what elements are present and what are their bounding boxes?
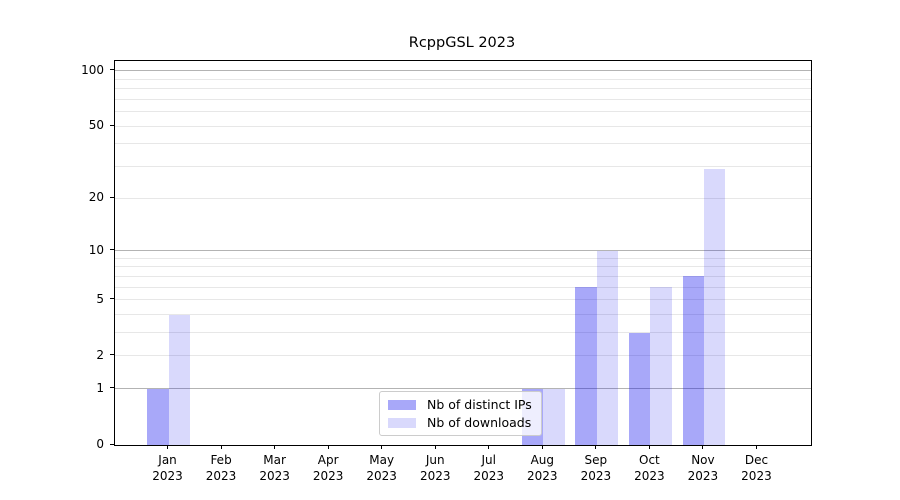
- y-tick-label: 20: [88, 190, 104, 205]
- y-tick-mark: [110, 354, 114, 356]
- y-tick-mark: [110, 249, 114, 251]
- minor-gridline: [115, 166, 811, 168]
- major-gridline: [115, 70, 811, 72]
- y-tick-label: 50: [88, 118, 104, 133]
- x-tick-mark: [274, 445, 276, 449]
- bar-downloads: [168, 314, 190, 445]
- x-tick-label: Nov 2023: [687, 453, 719, 483]
- x-tick-label: Dec 2023: [741, 453, 772, 483]
- bar-distinct-ips: [147, 388, 169, 445]
- bar-downloads: [543, 388, 565, 445]
- legend-swatch-downloads: [388, 417, 416, 428]
- y-tick-mark: [110, 443, 114, 445]
- minor-gridline: [115, 143, 811, 145]
- major-gridline: [115, 388, 811, 390]
- x-tick-mark: [434, 445, 436, 449]
- minor-gridline: [115, 355, 811, 357]
- x-tick-mark: [702, 445, 704, 449]
- bar-distinct-ips: [628, 332, 651, 445]
- minor-gridline: [115, 299, 811, 301]
- x-tick-mark: [595, 445, 597, 449]
- x-tick-label: Aug 2023: [527, 453, 558, 483]
- bar-downloads: [703, 169, 726, 445]
- legend-label-downloads: Nb of downloads: [427, 415, 532, 430]
- major-gridline: [115, 250, 811, 252]
- chart-title: RcppGSL 2023: [408, 35, 516, 51]
- legend-item-downloads: Nb of downloads: [388, 415, 532, 430]
- x-tick-label: Jan 2023: [152, 453, 183, 483]
- bar-distinct-ips: [682, 276, 704, 445]
- bar-downloads: [596, 250, 619, 445]
- bar-downloads: [650, 287, 672, 445]
- y-tick-label: 2: [96, 347, 104, 362]
- x-tick-mark: [381, 445, 383, 449]
- x-tick-mark: [541, 445, 543, 449]
- y-tick-mark: [110, 298, 114, 300]
- minor-gridline: [115, 98, 811, 100]
- legend: Nb of distinct IPs Nb of downloads: [379, 391, 542, 436]
- y-tick-label: 1: [96, 380, 104, 395]
- x-tick-label: May 2023: [366, 453, 397, 483]
- y-tick-mark: [110, 124, 114, 126]
- minor-gridline: [115, 78, 811, 80]
- y-tick-label: 10: [88, 242, 104, 257]
- x-tick-label: Sep 2023: [580, 453, 612, 483]
- minor-gridline: [115, 125, 811, 127]
- x-tick-label: Oct 2023: [634, 453, 665, 483]
- x-tick-mark: [755, 445, 757, 449]
- x-tick-label: Mar 2023: [259, 453, 290, 483]
- minor-gridline: [115, 266, 811, 268]
- legend-swatch-distinct-ips: [388, 399, 416, 410]
- y-tick-label: 100: [81, 62, 104, 77]
- y-tick-label: 5: [96, 291, 104, 306]
- x-tick-mark: [488, 445, 490, 449]
- minor-gridline: [115, 332, 811, 334]
- y-tick-mark: [110, 69, 114, 71]
- y-tick-mark: [110, 196, 114, 198]
- minor-gridline: [115, 286, 811, 288]
- plot-area: Nb of distinct IPs Nb of downloads: [114, 60, 812, 446]
- x-tick-mark: [648, 445, 650, 449]
- minor-gridline: [115, 314, 811, 315]
- minor-gridline: [115, 257, 811, 259]
- y-tick-label: 0: [96, 437, 104, 451]
- minor-gridline: [115, 275, 811, 277]
- legend-item-distinct-ips: Nb of distinct IPs: [388, 397, 532, 412]
- x-tick-mark: [220, 445, 222, 449]
- x-tick-label: Feb 2023: [205, 453, 237, 483]
- bar-distinct-ips: [575, 287, 597, 445]
- minor-gridline: [115, 111, 811, 113]
- x-tick-mark: [167, 445, 169, 449]
- x-tick-label: Jul 2023: [473, 453, 505, 483]
- minor-gridline: [115, 88, 811, 90]
- minor-gridline: [115, 197, 811, 199]
- x-tick-mark: [327, 445, 329, 449]
- legend-label-distinct-ips: Nb of distinct IPs: [427, 397, 532, 412]
- x-tick-label: Jun 2023: [419, 453, 451, 483]
- x-tick-label: Apr 2023: [312, 453, 344, 483]
- y-tick-mark: [110, 387, 114, 389]
